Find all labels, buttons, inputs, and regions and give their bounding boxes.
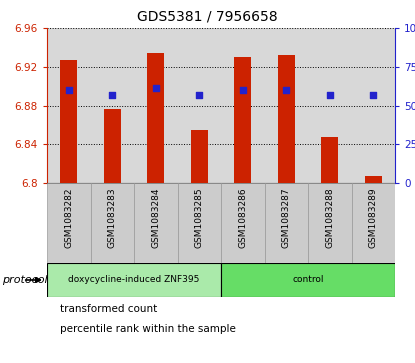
Point <box>152 86 159 91</box>
Bar <box>104 109 121 183</box>
Point <box>283 87 290 93</box>
Point <box>66 87 72 93</box>
Text: doxycycline-induced ZNF395: doxycycline-induced ZNF395 <box>68 276 200 285</box>
Bar <box>364 176 382 183</box>
Bar <box>47 183 90 263</box>
Text: GSM1083286: GSM1083286 <box>238 187 247 248</box>
Point <box>239 87 246 93</box>
Bar <box>352 183 395 263</box>
Point <box>196 92 203 98</box>
Point <box>370 92 376 98</box>
Bar <box>352 28 395 183</box>
Text: transformed count: transformed count <box>60 303 157 314</box>
Bar <box>190 130 208 183</box>
Bar <box>264 183 308 263</box>
Bar <box>221 183 264 263</box>
Bar <box>278 55 295 183</box>
Bar <box>264 28 308 183</box>
Bar <box>308 28 352 183</box>
Bar <box>90 28 134 183</box>
Text: percentile rank within the sample: percentile rank within the sample <box>60 323 236 334</box>
Bar <box>47 28 90 183</box>
Text: GSM1083282: GSM1083282 <box>64 187 73 248</box>
Bar <box>178 28 221 183</box>
Text: GSM1083289: GSM1083289 <box>369 187 378 248</box>
Text: GSM1083284: GSM1083284 <box>151 187 160 248</box>
Text: control: control <box>292 276 324 285</box>
Point <box>327 92 333 98</box>
Text: GSM1083283: GSM1083283 <box>108 187 117 248</box>
Bar <box>147 53 164 183</box>
Bar <box>47 263 221 297</box>
Bar <box>308 183 352 263</box>
Bar <box>134 183 178 263</box>
Bar <box>60 60 78 183</box>
Text: GSM1083285: GSM1083285 <box>195 187 204 248</box>
Bar <box>234 57 251 183</box>
Text: protocol: protocol <box>2 275 48 285</box>
Point <box>109 92 115 98</box>
Bar <box>178 183 221 263</box>
Bar <box>134 28 178 183</box>
Bar <box>321 138 339 183</box>
Bar <box>221 263 395 297</box>
Text: GDS5381 / 7956658: GDS5381 / 7956658 <box>137 10 278 24</box>
Bar <box>221 28 264 183</box>
Text: GSM1083287: GSM1083287 <box>282 187 291 248</box>
Text: GSM1083288: GSM1083288 <box>325 187 334 248</box>
Bar <box>90 183 134 263</box>
